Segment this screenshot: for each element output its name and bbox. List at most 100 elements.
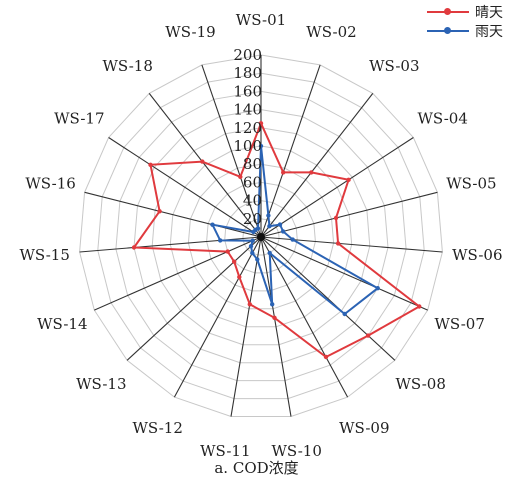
series-0-point-WS-14 — [225, 249, 230, 254]
grid-ring-3 — [206, 181, 316, 292]
category-label-WS-08: WS-08 — [395, 375, 445, 393]
grid-ring-6 — [151, 127, 371, 346]
series-1-point-WS-09 — [267, 250, 272, 256]
series-0-point-WS-08 — [365, 333, 371, 338]
series-1-point-WS-19 — [255, 226, 261, 231]
spoke-WS-14 — [94, 236, 262, 311]
series-0-point-WS-11 — [247, 302, 252, 307]
series-1-point-WS-01 — [258, 143, 264, 149]
series-0-point-WS-13 — [232, 259, 237, 264]
series-0-point-WS-04 — [346, 177, 351, 182]
category-label-WS-04: WS-04 — [417, 109, 467, 127]
series-1-point-WS-02 — [266, 213, 271, 218]
spoke-WS-09 — [260, 236, 349, 398]
legend-item-sunny: 晴天 — [427, 2, 503, 21]
series-0-point-WS-07 — [417, 304, 422, 309]
radial-tick-120: 120 — [233, 119, 262, 137]
category-label-WS-06: WS-06 — [452, 246, 502, 264]
spoke-WS-12 — [173, 236, 262, 398]
series-0-point-WS-19 — [238, 174, 243, 179]
grid-ring-5 — [169, 145, 353, 328]
series-1-point-WS-12 — [250, 250, 255, 256]
series-1-point-WS-13 — [248, 244, 254, 249]
category-label-WS-12: WS-12 — [132, 419, 182, 437]
category-label-WS-14: WS-14 — [37, 315, 87, 333]
radar-grid — [79, 54, 443, 417]
category-label-WS-15: WS-15 — [19, 246, 69, 264]
series-1-point-WS-14 — [250, 238, 255, 243]
category-label-WS-19: WS-19 — [165, 23, 215, 41]
spoke-WS-07 — [260, 236, 428, 311]
series-0-point-WS-18 — [200, 159, 205, 164]
series-0-point-WS-03 — [309, 170, 314, 175]
radial-tick-40: 40 — [243, 192, 262, 210]
series-0-point-WS-01 — [258, 121, 264, 126]
spoke-WS-17 — [108, 137, 262, 238]
category-label-WS-07: WS-07 — [434, 315, 484, 333]
radial-tick-80: 80 — [243, 155, 262, 173]
series-1-point-WS-15 — [218, 238, 223, 243]
category-labels: WS-01 WS-02 WS-03 WS-04 WS-05 WS-06 WS-07 WS-08… — [19, 11, 502, 460]
series-1-point-WS-08 — [342, 311, 347, 317]
series-0-point-WS-16 — [157, 209, 162, 214]
radial-tick-160: 160 — [233, 82, 262, 100]
spoke-WS-16 — [84, 191, 262, 238]
radar-spokes — [79, 55, 443, 417]
legend-label-sunny: 晴天 — [475, 4, 503, 21]
spoke-WS-08 — [260, 236, 396, 361]
category-label-WS-01: WS-01 — [236, 11, 286, 29]
radial-tick-100: 100 — [233, 137, 262, 155]
series-1-point-WS-05 — [280, 229, 286, 234]
spoke-WS-18 — [148, 93, 262, 238]
category-label-WS-17: WS-17 — [54, 109, 104, 127]
category-label-WS-16: WS-16 — [25, 175, 75, 193]
radial-tick-140: 140 — [233, 101, 262, 119]
spoke-WS-03 — [260, 93, 374, 238]
category-label-WS-02: WS-02 — [306, 23, 356, 41]
series-0-point-WS-12 — [237, 274, 242, 280]
spoke-WS-04 — [260, 137, 414, 238]
series-line-1 — [210, 145, 380, 316]
series-line-0 — [132, 120, 422, 359]
series-1-point-WS-06 — [290, 237, 295, 242]
series-0-point-WS-17 — [148, 162, 153, 167]
spoke-WS-10 — [260, 236, 292, 417]
radial-tick-180: 180 — [233, 64, 262, 82]
series-0-point-WS-15 — [131, 245, 137, 250]
series-1-point-WS-03 — [267, 224, 272, 229]
series-1-point-WS-07 — [375, 286, 380, 291]
series-0-point-WS-09 — [323, 354, 329, 360]
series-1-point-WS-11 — [255, 257, 260, 262]
spoke-WS-02 — [260, 64, 321, 238]
series-0-point-WS-02 — [281, 170, 286, 175]
category-label-WS-18: WS-18 — [102, 57, 152, 75]
category-label-WS-09: WS-09 — [339, 419, 389, 437]
figure-caption: a. COD浓度 — [214, 459, 299, 477]
center-point — [257, 233, 265, 241]
spoke-WS-13 — [126, 236, 262, 361]
legend-swatch-sunny — [427, 7, 469, 17]
series-0-point-WS-06 — [335, 241, 341, 246]
radial-tick-200: 200 — [233, 46, 262, 64]
radar-series — [131, 120, 422, 360]
radial-tick-20: 20 — [243, 210, 262, 228]
radial-tick-60: 60 — [243, 173, 262, 191]
category-label-WS-03: WS-03 — [369, 57, 419, 75]
series-1-point-WS-16 — [210, 222, 215, 227]
grid-ring-10 — [79, 54, 443, 417]
spoke-WS-05 — [260, 191, 438, 238]
series-1-point-WS-10 — [270, 302, 275, 307]
grid-ring-1 — [242, 218, 280, 256]
grid-ring-8 — [115, 90, 407, 382]
category-label-WS-11: WS-11 — [200, 442, 250, 460]
legend-label-rainy: 雨天 — [475, 23, 503, 40]
series-0-point-WS-05 — [333, 215, 339, 221]
grid-ring-9 — [97, 72, 425, 400]
spoke-WS-11 — [230, 236, 262, 417]
legend-swatch-rainy — [427, 26, 469, 36]
category-label-WS-05: WS-05 — [446, 175, 496, 193]
legend-item-rainy: 雨天 — [427, 21, 503, 40]
category-label-WS-13: WS-13 — [76, 375, 126, 393]
